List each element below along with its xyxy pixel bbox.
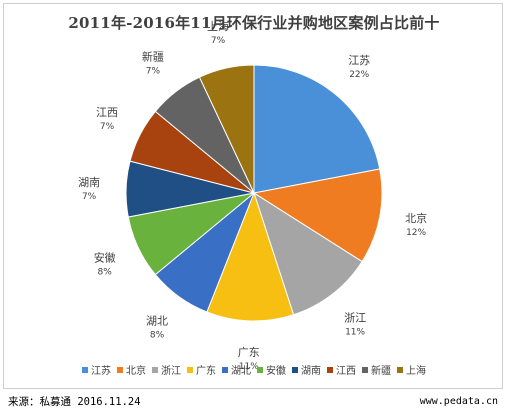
legend-label-5: 湖北 <box>231 366 251 377</box>
legend-swatch-4 <box>187 366 193 373</box>
slice-label-3: 浙江 11% <box>344 311 366 337</box>
legend-item-5: 湖北 <box>222 362 251 377</box>
pie-slice-10 <box>198 64 255 194</box>
pie-chart: 江苏 22% 北京 12% 浙江 11% 广东 11% 湖北 8% 安徽 8% 湖南 7% 江西 7% 新疆 7%… <box>78 19 427 372</box>
legend-item-10: 上海 <box>397 362 426 377</box>
pie-slice-4 <box>206 191 295 322</box>
website-note: www.pedata.cn <box>419 396 498 407</box>
legend-label-2: 北京 <box>126 366 146 377</box>
slice-label-2: 北京 12% <box>405 211 427 238</box>
legend-item-9: 新疆 <box>362 362 391 377</box>
slice-label-4: 广东 11% <box>238 346 260 372</box>
legend-item-8: 江西 <box>327 362 356 377</box>
legend-item-1: 江苏 <box>82 362 111 377</box>
chart-title: 2011年-2016年11月环保行业并购地区案例占比前十 <box>68 14 440 32</box>
chart-legend: 江苏 北京 浙江 广东 湖北 安徽 湖南 江西 新疆 上海 <box>4 362 504 377</box>
legend-label-6: 安徽 <box>266 366 286 377</box>
legend-label-4: 广东 <box>196 366 216 377</box>
pie-slice-1 <box>253 64 381 194</box>
slice-label-8: 江西 7% <box>96 106 118 132</box>
slice-label-6: 安徽 8% <box>94 250 116 277</box>
legend-label-1: 江苏 <box>91 366 111 377</box>
chart-frame: 2011年-2016年11月环保行业并购地区案例占比前十 江苏 22% 北京 12% 浙… <box>3 3 503 389</box>
legend-label-7: 湖南 <box>301 366 321 377</box>
legend-swatch-7 <box>292 366 298 373</box>
legend-item-6: 安徽 <box>257 362 286 377</box>
slice-label-5: 湖北 8% <box>146 315 168 341</box>
legend-item-7: 湖南 <box>292 362 321 377</box>
legend-swatch-10 <box>397 366 403 373</box>
legend-label-3: 浙江 <box>161 366 181 377</box>
legend-swatch-1 <box>82 366 88 373</box>
legend-item-4: 广东 <box>187 362 216 377</box>
slice-label-1: 江苏 22% <box>348 54 370 80</box>
legend-item-2: 北京 <box>117 362 146 377</box>
legend-item-3: 浙江 <box>152 362 181 377</box>
legend-swatch-6 <box>257 366 263 373</box>
legend-swatch-8 <box>327 366 333 373</box>
source-note: 来源：私募通 2016.11.24 <box>8 396 141 408</box>
slice-label-10: 上海 7% <box>207 19 229 46</box>
legend-label-8: 江西 <box>336 366 356 377</box>
legend-swatch-5 <box>222 366 228 373</box>
legend-label-10: 上海 <box>406 366 426 377</box>
pie-slice-3 <box>253 191 363 316</box>
pie-slice-2 <box>252 168 383 263</box>
slice-label-7: 湖南 7% <box>78 176 100 202</box>
legend-swatch-9 <box>362 366 368 373</box>
legend-swatch-3 <box>152 366 158 373</box>
legend-label-9: 新疆 <box>371 366 391 377</box>
slice-label-9: 新疆 7% <box>142 50 164 77</box>
legend-swatch-2 <box>117 366 123 373</box>
